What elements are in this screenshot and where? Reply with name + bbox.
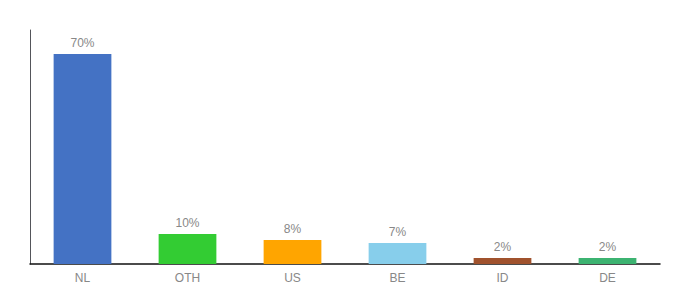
svg-text:BE: BE	[389, 271, 405, 285]
svg-text:US: US	[284, 271, 301, 285]
svg-text:7%: 7%	[389, 225, 407, 239]
svg-text:70%: 70%	[70, 36, 94, 50]
svg-text:2%: 2%	[599, 240, 617, 254]
svg-text:10%: 10%	[175, 216, 199, 230]
svg-text:OTH: OTH	[175, 271, 200, 285]
svg-text:NL: NL	[75, 271, 91, 285]
svg-text:8%: 8%	[284, 222, 302, 236]
svg-text:ID: ID	[497, 271, 509, 285]
svg-text:DE: DE	[599, 271, 616, 285]
svg-text:2%: 2%	[494, 240, 512, 254]
